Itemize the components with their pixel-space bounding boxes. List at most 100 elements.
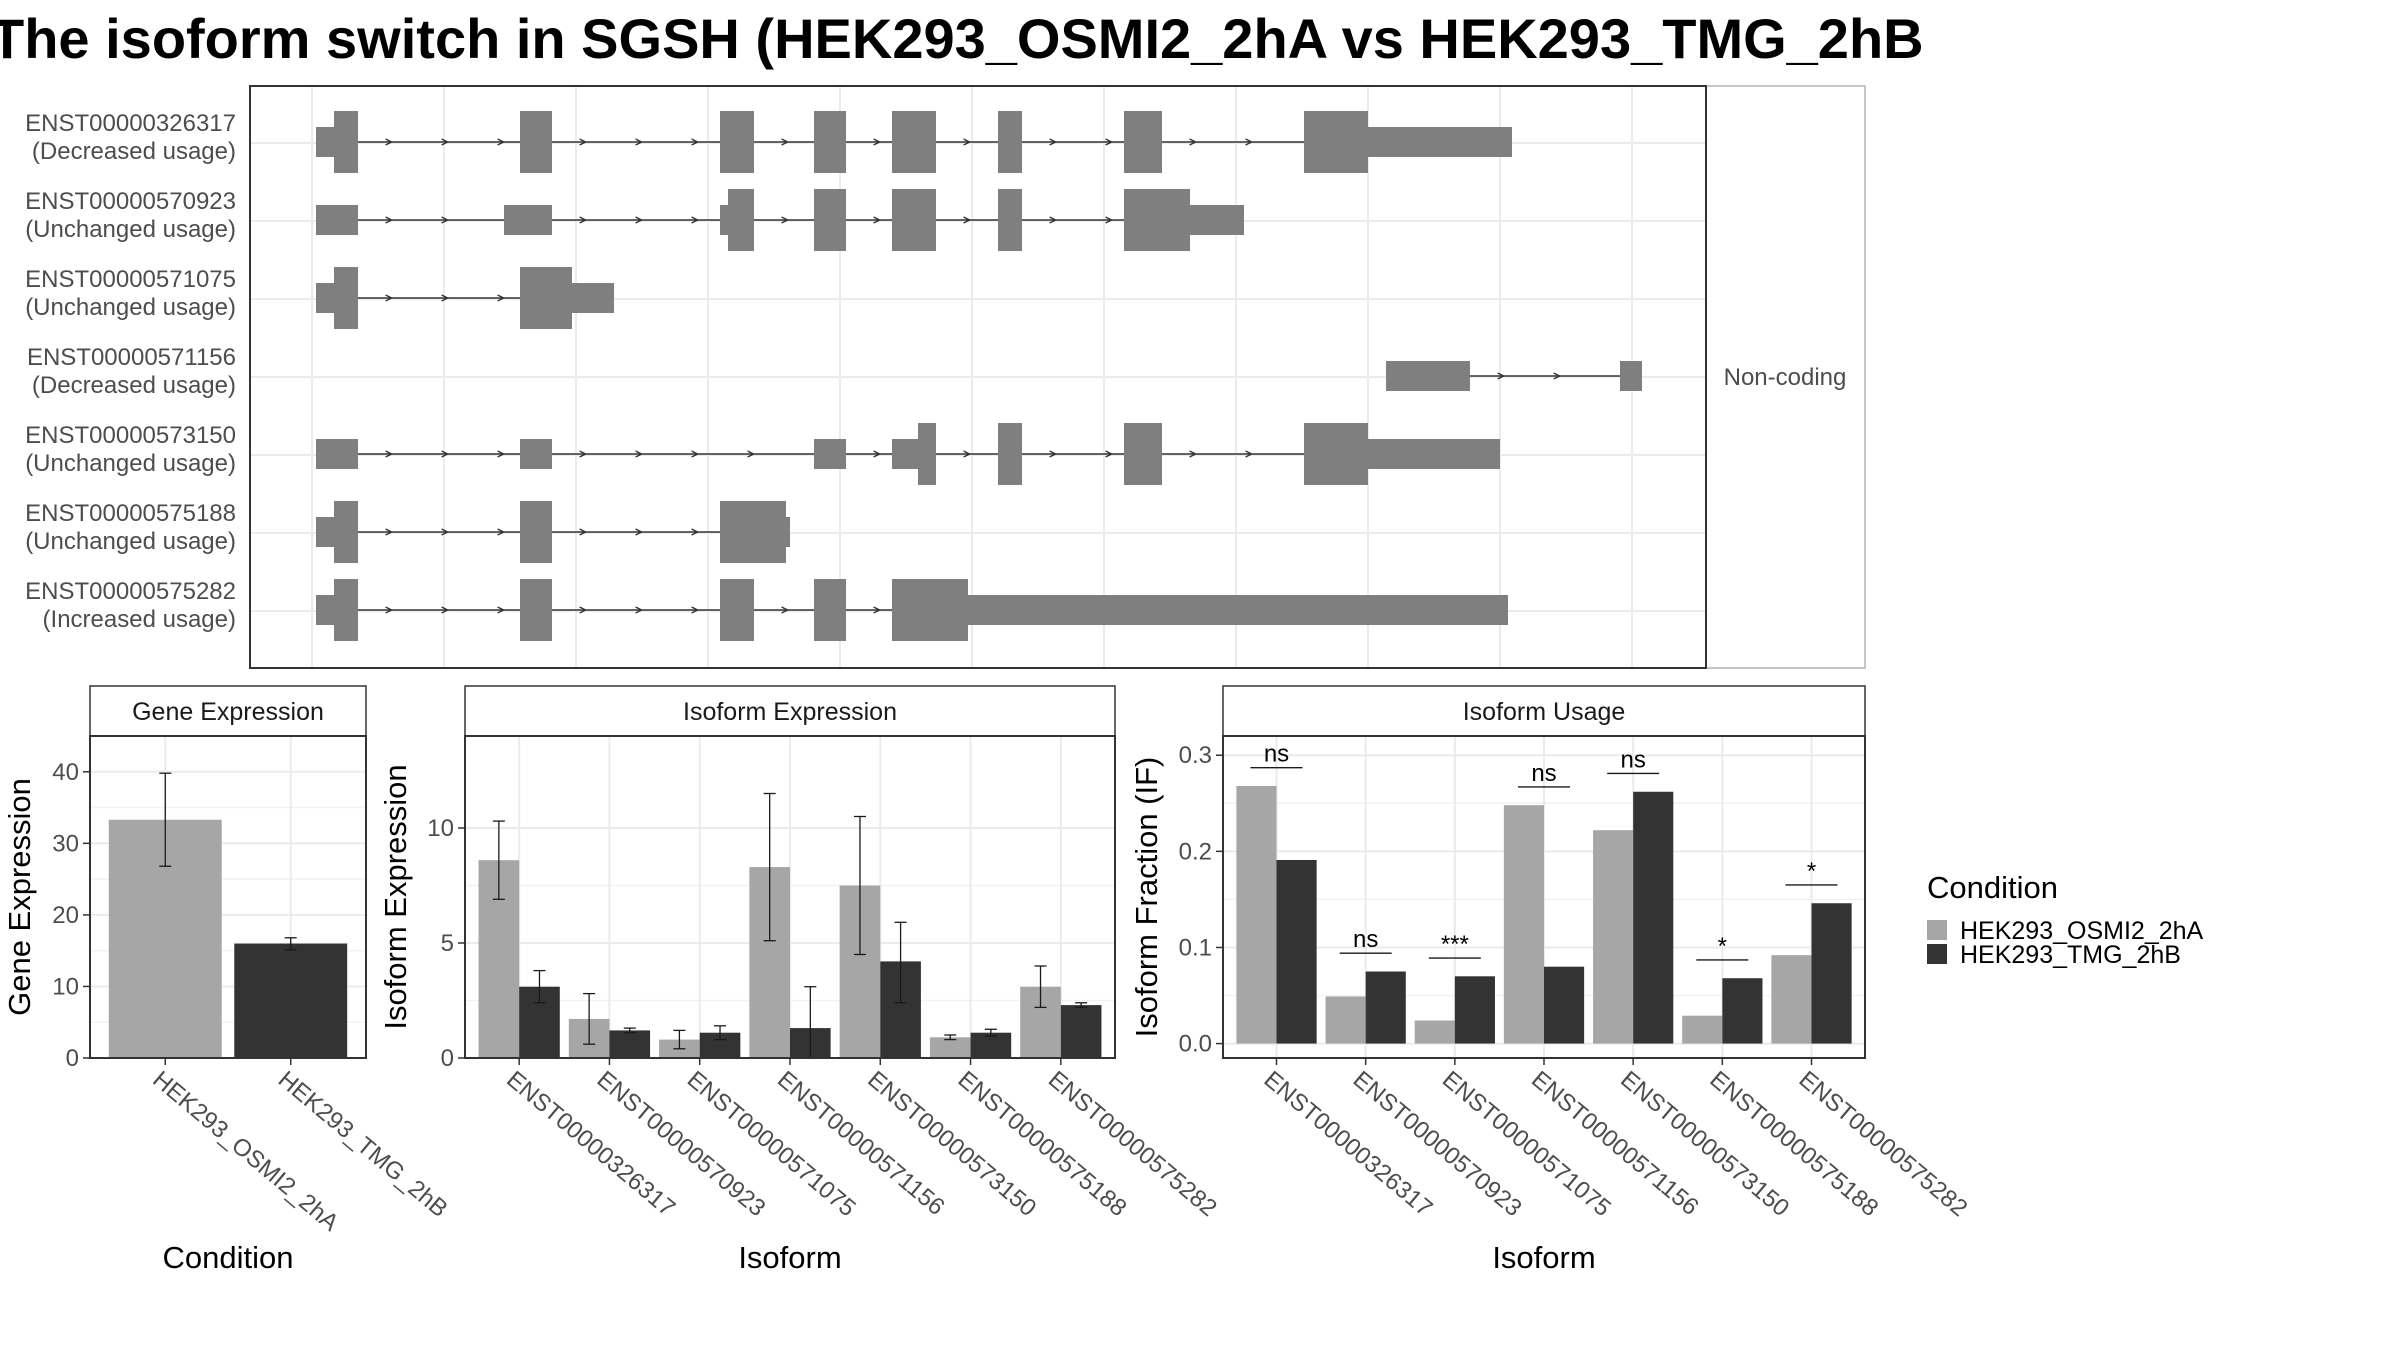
isoform-id-label: ENST00000573150 xyxy=(25,422,236,449)
exon-block xyxy=(316,517,334,547)
x-axis-title: Isoform xyxy=(1492,1240,1595,1275)
intron-arrow xyxy=(747,450,756,458)
exon-block xyxy=(892,439,918,469)
exon-block xyxy=(720,205,728,235)
intron-arrow xyxy=(781,138,790,146)
intron-arrow xyxy=(781,606,790,614)
bar xyxy=(1454,976,1495,1044)
y-tick-label: 30 xyxy=(52,830,79,857)
exon-block xyxy=(720,501,786,563)
x-tick-label: ENST00000573150 xyxy=(862,1066,1041,1222)
bar xyxy=(929,1037,971,1058)
isoform-id-label: ENST00000571156 xyxy=(27,344,236,371)
exon-block xyxy=(1368,439,1500,469)
x-tick-label: ENST00000571156 xyxy=(1526,1066,1704,1221)
exon-block xyxy=(1304,423,1368,485)
exon-block xyxy=(334,111,358,173)
x-axis-title: Isoform xyxy=(738,1240,841,1275)
intron-arrow xyxy=(1049,216,1058,224)
intron-arrow xyxy=(691,450,700,458)
exon-block xyxy=(892,189,936,251)
x-tick-label: ENST00000575188 xyxy=(953,1066,1132,1222)
panel-strip xyxy=(89,685,367,737)
intron-arrow xyxy=(635,528,644,536)
intron-arrow xyxy=(1049,138,1058,146)
bar xyxy=(1060,1005,1102,1058)
exon-block xyxy=(504,205,552,235)
bar-panel: Isoform Usage 0.0 0.1 0.2 0.3 ns ns *** ns ns * * EN… xyxy=(1129,685,1973,1275)
intron-arrow xyxy=(963,138,972,146)
x-tick-label: ENST00000575188 xyxy=(1704,1066,1883,1222)
isoform-usage-label: (Decreased usage) xyxy=(32,372,236,399)
exon-block xyxy=(520,579,552,641)
significance-label: ns xyxy=(1531,760,1556,787)
y-tick-label: 0 xyxy=(66,1045,79,1072)
intron-arrow xyxy=(385,216,394,224)
significance-label: ns xyxy=(1620,746,1645,773)
exon-block xyxy=(968,595,1508,625)
structure-strip-bg xyxy=(1705,85,1866,669)
x-tick-label: ENST00000575282 xyxy=(1794,1066,1973,1222)
intron-arrow xyxy=(441,450,450,458)
significance-label: *** xyxy=(1441,931,1469,958)
isoform-usage-label: (Decreased usage) xyxy=(32,138,236,165)
exon-block xyxy=(316,283,334,313)
intron-arrow xyxy=(385,450,394,458)
y-axis-title: Isoform Expression xyxy=(378,764,413,1029)
y-tick-label: 0 xyxy=(441,1045,454,1072)
intron-arrow xyxy=(441,606,450,614)
bar xyxy=(1503,805,1544,1044)
bar xyxy=(1325,996,1366,1044)
intron-arrow xyxy=(497,138,506,146)
bar xyxy=(234,943,348,1058)
exon-block xyxy=(316,595,334,625)
exon-block xyxy=(892,111,936,173)
intron-arrow xyxy=(579,450,588,458)
intron-arrow xyxy=(441,528,450,536)
legend-label-osmi2: HEK293_OSMI2_2hA xyxy=(1960,917,2204,945)
exon-block xyxy=(998,423,1022,485)
isoform-id-label: ENST00000570923 xyxy=(25,188,236,215)
intron-arrow xyxy=(497,606,506,614)
legend-label-tmg: HEK293_TMG_2hB xyxy=(1960,941,2181,969)
structure-plot-border xyxy=(249,85,1707,669)
exon-block xyxy=(1190,205,1244,235)
isoform-id-label: ENST00000575282 xyxy=(25,578,236,605)
exon-block xyxy=(998,111,1022,173)
exon-block xyxy=(728,189,754,251)
y-axis-title: Isoform Fraction (IF) xyxy=(1129,757,1164,1038)
intron-arrow xyxy=(691,528,700,536)
isoform-id-label: ENST00000575188 xyxy=(25,500,236,527)
x-tick-label: ENST00000326317 xyxy=(501,1066,680,1222)
intron-arrow xyxy=(1049,450,1058,458)
bar xyxy=(1544,966,1585,1044)
intron-arrow xyxy=(635,216,644,224)
intron-arrow xyxy=(441,216,450,224)
bar xyxy=(1276,859,1317,1044)
bar xyxy=(1633,791,1674,1044)
exon-block xyxy=(998,189,1022,251)
y-tick-label: 0.0 xyxy=(1179,1031,1212,1058)
intron-arrow xyxy=(579,216,588,224)
isoform-usage-label: (Unchanged usage) xyxy=(25,294,236,321)
x-tick-label: ENST00000571156 xyxy=(772,1066,950,1221)
bar xyxy=(970,1032,1012,1058)
intron-arrow xyxy=(497,450,506,458)
intron-arrow xyxy=(1189,138,1198,146)
intron-arrow xyxy=(691,138,700,146)
exon-block xyxy=(1124,423,1162,485)
intron-arrow xyxy=(579,528,588,536)
exon-block xyxy=(334,501,358,563)
exon-block xyxy=(1386,361,1470,391)
intron-arrow xyxy=(385,528,394,536)
intron-arrow xyxy=(385,606,394,614)
exon-block xyxy=(1620,361,1642,391)
isoform-usage-label: (Unchanged usage) xyxy=(25,216,236,243)
intron-arrow xyxy=(635,450,644,458)
bar xyxy=(609,1030,651,1058)
intron-arrow xyxy=(873,216,882,224)
significance-label: * xyxy=(1807,858,1816,885)
x-tick-label: ENST00000571075 xyxy=(682,1066,861,1222)
intron-arrow xyxy=(1189,450,1198,458)
bar xyxy=(1365,971,1406,1044)
